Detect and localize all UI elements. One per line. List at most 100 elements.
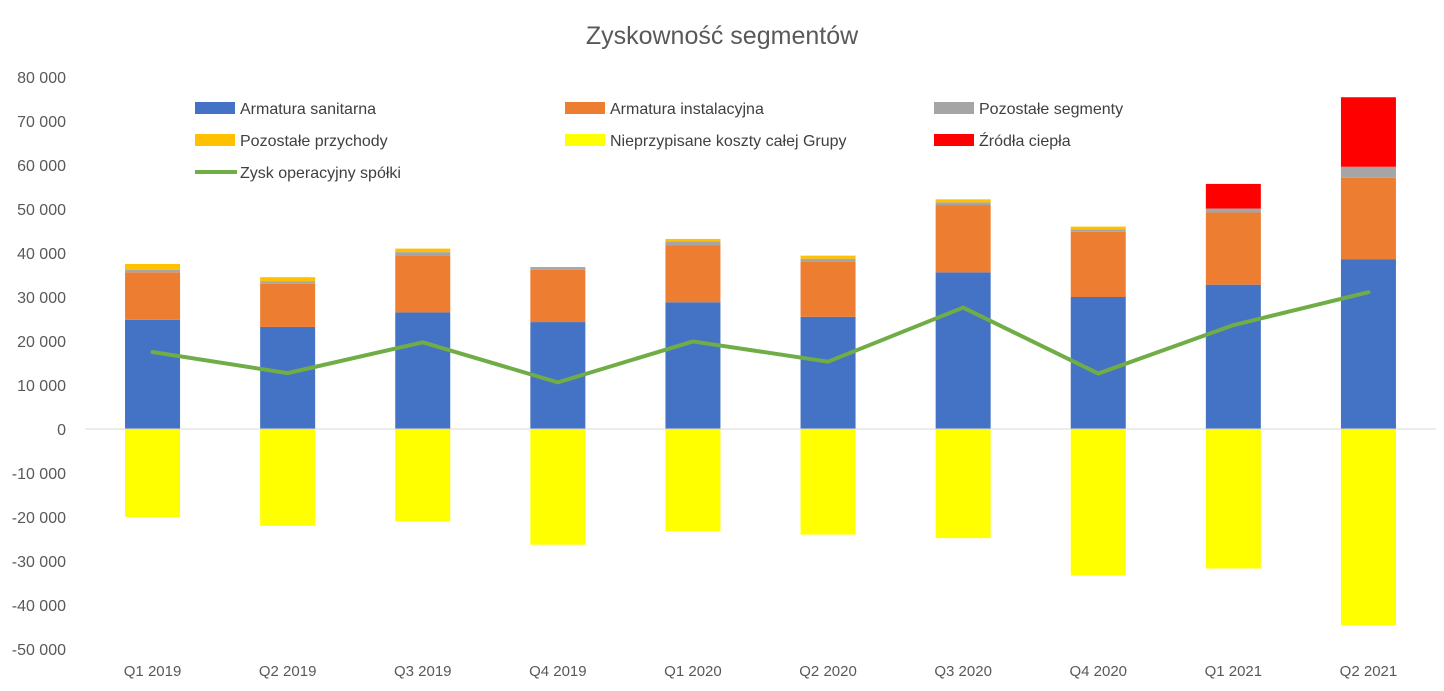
bar-segment xyxy=(1205,429,1261,569)
legend-label: Nieprzypisane koszty całej Grupy xyxy=(610,133,847,150)
bar-segment xyxy=(1340,429,1396,626)
bar-segment xyxy=(935,272,991,429)
bar-segment xyxy=(800,316,856,429)
line-point xyxy=(152,351,154,353)
bar-segment xyxy=(1340,259,1396,429)
y-tick-label: 70 000 xyxy=(17,114,66,131)
line-point xyxy=(422,341,424,343)
legend-swatch xyxy=(195,134,235,146)
y-tick-label: 20 000 xyxy=(17,334,66,351)
bar-segment xyxy=(1205,208,1261,213)
bar-segment xyxy=(1340,97,1396,167)
bar-segment xyxy=(665,302,721,429)
series-line xyxy=(150,290,1371,385)
bar-segment xyxy=(800,429,856,535)
x-tick-label: Q2 2021 xyxy=(1340,663,1398,680)
legend-label: Zysk operacyjny spółki xyxy=(240,165,401,182)
bar-segment xyxy=(1070,231,1126,297)
bar-segment xyxy=(935,429,991,539)
y-tick-label: -40 000 xyxy=(12,598,66,615)
x-tick-label: Q3 2019 xyxy=(394,663,452,680)
line-point xyxy=(1232,324,1234,326)
line-point xyxy=(827,361,829,363)
y-tick-label: 60 000 xyxy=(17,158,66,175)
bar-segment xyxy=(800,258,856,262)
x-tick-label: Q1 2021 xyxy=(1205,663,1263,680)
x-tick-label: Q4 2019 xyxy=(529,663,587,680)
bar-segment xyxy=(530,267,586,270)
x-tick-label: Q3 2020 xyxy=(934,663,992,680)
y-tick-label: -50 000 xyxy=(12,642,66,659)
y-tick-label: 30 000 xyxy=(17,290,66,307)
bar-segment xyxy=(260,326,316,429)
legend-swatch xyxy=(195,102,235,114)
bar-segment xyxy=(260,281,316,284)
legend-label: Pozostałe segmenty xyxy=(979,101,1123,118)
bar-segment xyxy=(530,429,586,545)
bar-segment xyxy=(125,319,181,429)
bar-segment xyxy=(665,245,721,303)
x-axis: Q1 2019 Q2 2019 Q3 2019 Q4 2019 Q1 2020 Q2 20… xyxy=(124,663,1397,680)
bar-segment xyxy=(1205,284,1261,429)
legend-swatch xyxy=(565,102,605,114)
bar-segment xyxy=(125,429,181,517)
bar-segment xyxy=(395,255,451,313)
bar-segment xyxy=(665,238,721,242)
bars xyxy=(125,97,1396,626)
legend-swatch xyxy=(934,134,974,146)
bar-segment xyxy=(395,312,451,429)
legend-label: Pozostałe przychody xyxy=(240,133,388,150)
line-series xyxy=(150,290,1371,385)
line-point xyxy=(1097,373,1099,375)
legend: Armatura sanitarna Armatura instalacyjna P… xyxy=(195,101,1123,182)
bar-segment xyxy=(1340,177,1396,260)
x-tick-label: Q1 2020 xyxy=(664,663,722,680)
chart-title: Zyskowność segmentów xyxy=(586,22,859,50)
line-point xyxy=(962,307,964,309)
x-tick-label: Q1 2019 xyxy=(124,663,182,680)
y-tick-label: 40 000 xyxy=(17,246,66,263)
bar-segment xyxy=(1205,212,1261,285)
line-point xyxy=(692,340,694,342)
bar-segment xyxy=(395,429,451,522)
bar-segment xyxy=(395,248,451,253)
legend-swatch xyxy=(565,134,605,146)
bar-segment xyxy=(1070,226,1126,230)
bar-segment xyxy=(260,283,316,327)
bar-segment xyxy=(530,269,586,323)
bar-segment xyxy=(395,252,451,256)
bar-segment xyxy=(125,269,181,273)
y-tick-label: 0 xyxy=(57,422,66,439)
bar-segment xyxy=(1070,429,1126,576)
bar-segment xyxy=(260,277,316,282)
legend-label: Źródła ciepła xyxy=(979,131,1071,150)
bar-segment xyxy=(1340,166,1396,178)
bar-segment xyxy=(125,264,181,270)
x-tick-label: Q2 2020 xyxy=(799,663,857,680)
line-point xyxy=(287,372,289,374)
y-tick-label: 10 000 xyxy=(17,378,66,395)
legend-label: Armatura instalacyjna xyxy=(610,101,764,118)
line-point xyxy=(1367,291,1369,293)
bar-segment xyxy=(260,429,316,526)
bar-segment xyxy=(665,429,721,532)
bar-segment xyxy=(800,255,856,259)
x-tick-label: Q2 2019 xyxy=(259,663,317,680)
bar-segment xyxy=(665,241,721,246)
bar-segment xyxy=(935,202,991,206)
line-point xyxy=(557,381,559,383)
legend-swatch xyxy=(934,102,974,114)
x-tick-label: Q4 2020 xyxy=(1069,663,1127,680)
y-tick-label: -10 000 xyxy=(12,466,66,483)
bar-segment xyxy=(935,205,991,273)
y-tick-label: 50 000 xyxy=(17,202,66,219)
y-axis: 80 000 70 000 60 000 50 000 40 000 30 000 20 0… xyxy=(12,70,66,659)
bar-segment xyxy=(800,261,856,317)
bar-segment xyxy=(935,199,991,203)
bar-segment xyxy=(1070,229,1126,232)
y-tick-label: -30 000 xyxy=(12,554,66,571)
y-tick-label: 80 000 xyxy=(17,70,66,87)
bar-segment xyxy=(125,272,181,320)
y-tick-label: -20 000 xyxy=(12,510,66,527)
